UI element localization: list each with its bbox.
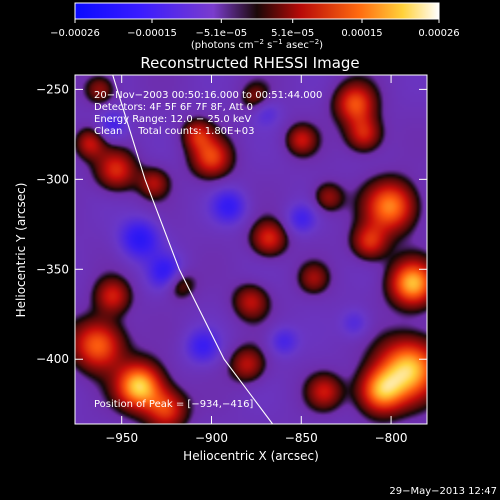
x-tick-label: −900	[195, 431, 228, 445]
x-axis-label: Heliocentric X (arcsec)	[183, 449, 319, 463]
colorbar-ticks: −0.00026 −0.00015 −5.1e−05 5.1e−05 0.00015 0.…	[50, 19, 460, 39]
timestamp: 29−May−2013 12:47	[389, 486, 497, 497]
colorbar-tick-label: −0.00015	[127, 28, 177, 39]
y-tick-label: −400	[36, 352, 69, 366]
heatmap-image	[75, 75, 427, 424]
annotation-time-range: 20−Nov−2003 00:50:16.000 to 00:51:44.000	[94, 90, 322, 101]
y-axis-ticks: −250 −300 −350 −400	[36, 82, 427, 366]
chart-title: Reconstructed RHESSI Image	[140, 54, 359, 72]
x-tick-label: −850	[285, 431, 318, 445]
colorbar-units: (photons cm−2 s−1 asec−2)	[191, 38, 323, 51]
colorbar	[74, 2, 440, 20]
colorbar-tick-label: −0.00026	[50, 28, 100, 39]
colorbar-tick-label: 0.00026	[418, 28, 459, 39]
colorbar-tick-label: 0.00015	[341, 28, 382, 39]
y-tick-label: −250	[36, 82, 69, 96]
annotation-clean-counts: Clean Total counts: 1.80E+03	[94, 126, 254, 137]
x-tick-label: −950	[105, 431, 138, 445]
y-tick-label: −350	[36, 262, 69, 276]
y-axis-label: Heliocentric Y (arcsec)	[14, 183, 28, 318]
observation-annotations: 20−Nov−2003 00:50:16.000 to 00:51:44.000…	[94, 90, 322, 137]
annotation-energy-range: Energy Range: 12.0 − 25.0 keV	[94, 114, 251, 125]
colorbar-tick-label: −5.1e−05	[196, 28, 248, 39]
plot-frame	[74, 74, 428, 425]
solar-limb-line	[112, 75, 274, 424]
y-tick-label: −300	[36, 172, 69, 186]
colorbar-tick-label: 5.1e−05	[271, 28, 314, 39]
annotation-detectors: Detectors: 4F 5F 6F 7F 8F, Att 0	[94, 102, 253, 113]
x-axis-ticks: −950 −900 −850 −800	[105, 75, 408, 445]
peak-position-label: Position of Peak = [−934,−416]	[94, 399, 253, 410]
x-tick-label: −800	[375, 431, 408, 445]
